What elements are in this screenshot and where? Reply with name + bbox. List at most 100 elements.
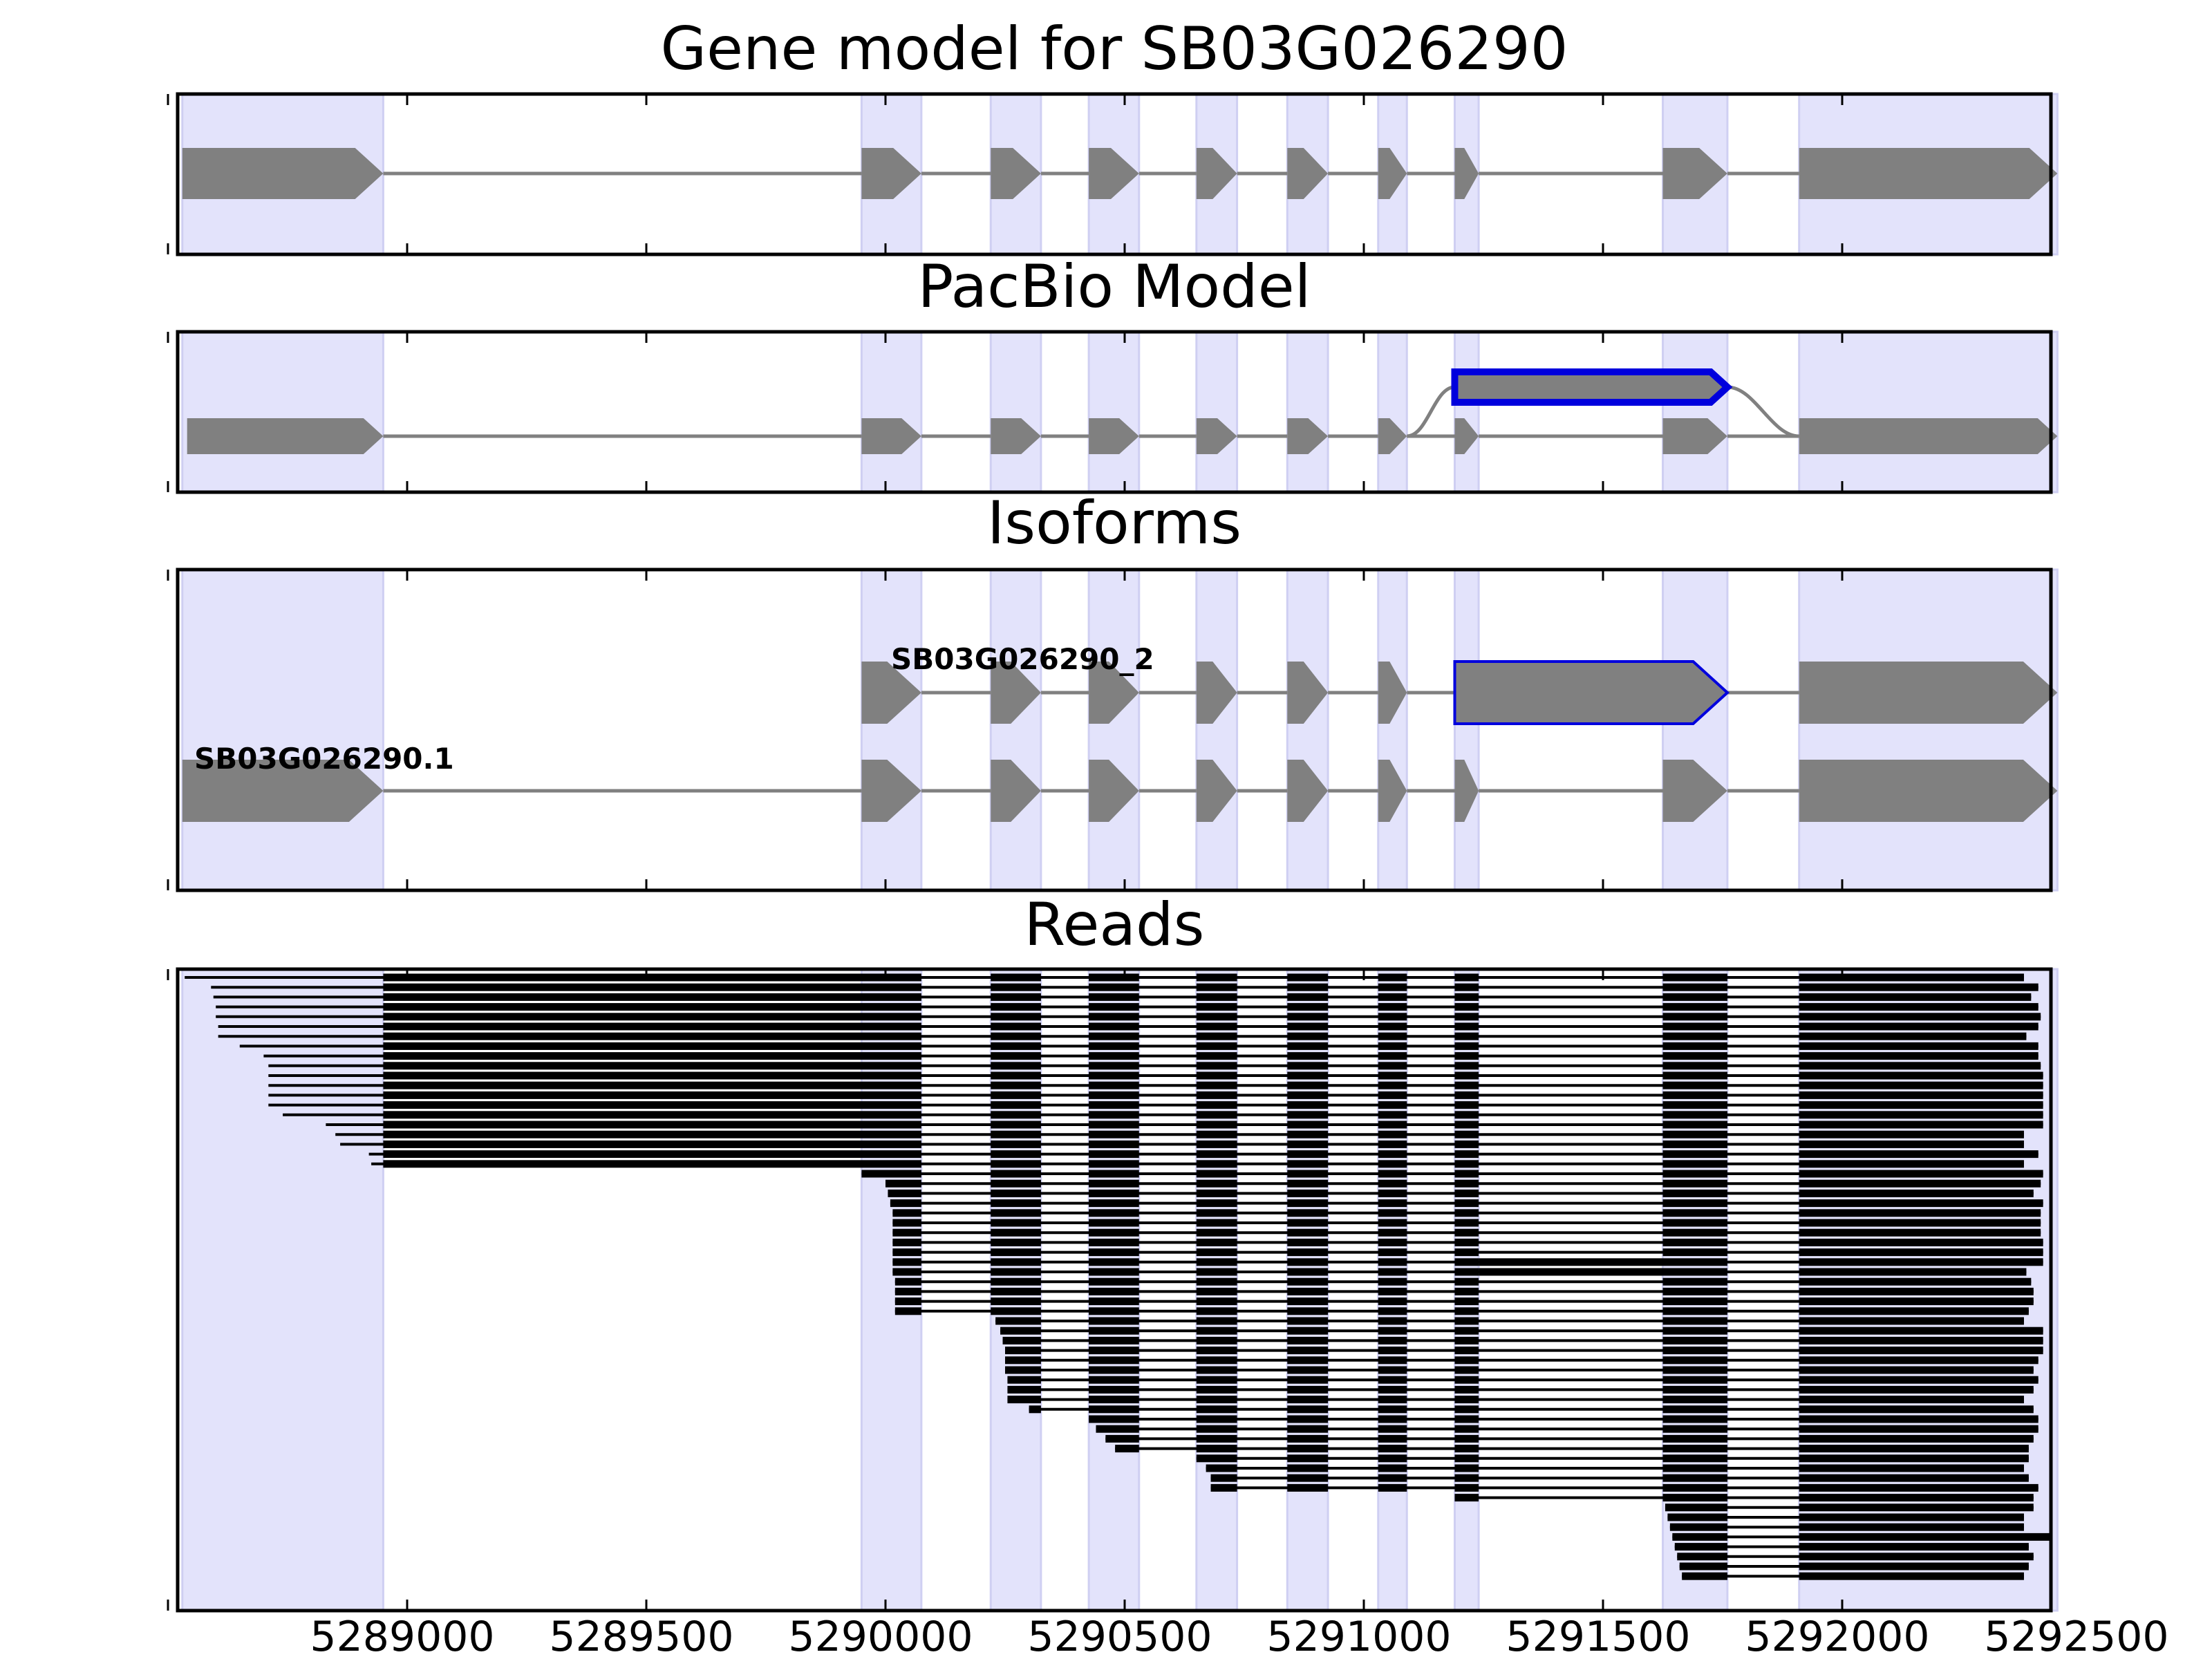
read-exon-block — [1378, 1130, 1407, 1138]
read-exon-block — [1196, 1287, 1237, 1295]
read-exon-block — [1454, 1209, 1479, 1217]
read-exon-block — [1454, 1347, 1479, 1355]
exon-highlight-band — [1286, 330, 1329, 494]
read-exon-block — [1378, 1140, 1407, 1148]
read-exon-block — [1378, 1268, 1407, 1276]
read-exon-block — [1799, 1189, 2034, 1197]
exon-highlight-band — [860, 568, 923, 892]
gene-model-panel-frame — [176, 92, 2053, 256]
read-exon-block — [383, 1071, 921, 1080]
read-exon-block — [1454, 1101, 1479, 1109]
read-exon-block — [1662, 1062, 1727, 1070]
read-exon-block — [1662, 1483, 1727, 1492]
read-exon-block — [892, 1258, 921, 1266]
x-tick-label: 5289500 — [549, 1613, 733, 1659]
read-exon-block — [1378, 1219, 1407, 1227]
read-exon-block — [1287, 983, 1329, 991]
read-exon-block — [1378, 1385, 1407, 1394]
read-exon-block — [1196, 1238, 1237, 1246]
read-exon-block — [1287, 1121, 1329, 1129]
read-exon-block — [1799, 1013, 2041, 1021]
read-exon-block — [1196, 1219, 1237, 1227]
read-exon-block — [1196, 1130, 1237, 1138]
read-exon-block — [1378, 1199, 1407, 1208]
read-exon-block — [1378, 1071, 1407, 1080]
read-exon-block — [1089, 1405, 1139, 1414]
read-exon-block — [1287, 1464, 1329, 1472]
read-exon-block — [1799, 1483, 2038, 1492]
read-exon-block — [1674, 1543, 1727, 1551]
read-exon-block — [991, 1179, 1041, 1188]
read-exon-block — [1799, 1533, 2053, 1541]
read-exon-block — [1662, 1474, 1727, 1482]
read-exon-block — [1662, 1464, 1727, 1472]
read-exon-block — [1799, 1071, 2043, 1080]
pacbio-exon — [1662, 418, 1727, 454]
read-exon-block — [383, 1140, 921, 1148]
read-exon-block — [1287, 1238, 1329, 1246]
read-exon-block — [383, 1062, 921, 1070]
read-exon-block — [1799, 1405, 2034, 1414]
read-exon-block — [991, 1238, 1041, 1246]
read-exon-block — [1662, 1003, 1727, 1011]
read-exon-block — [1454, 1150, 1479, 1159]
read-exon-block — [991, 1268, 1041, 1276]
read-exon-block — [1287, 1042, 1329, 1050]
read-exon-block — [383, 1052, 921, 1060]
pacbio-exon — [861, 418, 921, 454]
read-exon-block — [1799, 1396, 2024, 1404]
read-exon-block — [1662, 1179, 1727, 1188]
read-exon-block — [1378, 1445, 1407, 1453]
read-exon-block — [383, 1081, 921, 1089]
read-exon-block — [1196, 1258, 1237, 1266]
read-exon-block — [1378, 1376, 1407, 1384]
read-exon-block — [1196, 1042, 1237, 1050]
read-exon-block — [1089, 1071, 1139, 1080]
read-exon-block — [1799, 1287, 2034, 1295]
read-exon-block — [991, 1170, 1041, 1178]
read-exon-block — [1454, 1297, 1479, 1306]
read-exon-block — [1662, 1454, 1727, 1463]
read-exon-block — [995, 1317, 1041, 1325]
isoforms-track — [182, 660, 2058, 822]
read-exon-block — [1799, 1572, 2024, 1580]
exon-highlight-band — [1195, 568, 1239, 892]
read-exon-block — [1454, 1425, 1479, 1433]
read-exon-block — [1196, 1081, 1237, 1089]
read-exon-block — [1662, 1396, 1727, 1404]
read-exon-block — [1454, 1356, 1479, 1365]
read-exon-block — [1378, 983, 1407, 991]
read-exon-block — [1196, 1356, 1237, 1365]
read-exon-block — [1287, 1022, 1329, 1031]
read-exon-block — [1287, 1140, 1329, 1148]
read-exon-block — [1454, 1121, 1479, 1129]
read-exon-block — [1799, 1199, 2043, 1208]
read-exon-block — [1799, 1003, 2038, 1011]
read-exon-block — [1378, 1081, 1407, 1089]
read-exon-block — [1287, 1101, 1329, 1109]
read-exon-block — [1089, 973, 1139, 982]
read-exon-block — [1454, 1376, 1479, 1384]
read-exon-block — [1672, 1533, 1727, 1541]
read-exon-block — [1287, 1434, 1329, 1443]
read-exon-block — [1196, 1228, 1237, 1237]
read-exon-block — [1799, 1140, 2024, 1148]
exon-highlight-band — [1662, 330, 1729, 494]
read-exon-block — [1196, 1405, 1237, 1414]
read-exon-block — [1287, 1327, 1329, 1335]
read-exon-block — [1378, 1238, 1407, 1246]
read-exon-block — [1378, 1258, 1407, 1266]
isoforms-panel-frame — [176, 568, 2053, 892]
read-exon-block — [1454, 1022, 1479, 1031]
read-exon-block — [383, 1042, 921, 1050]
pacbio-exon — [991, 418, 1041, 454]
x-tick-label: 5292000 — [1745, 1613, 1929, 1659]
read-exon-block — [1454, 1071, 1479, 1080]
read-exon-block — [1378, 1003, 1407, 1011]
read-exon-block — [1799, 1553, 2034, 1561]
read-exon-block — [383, 1150, 921, 1159]
read-exon-block — [1454, 1327, 1479, 1335]
read-exon-block — [1196, 1091, 1237, 1099]
read-exon-block — [1089, 1062, 1139, 1070]
read-exon-block — [1454, 1032, 1479, 1040]
